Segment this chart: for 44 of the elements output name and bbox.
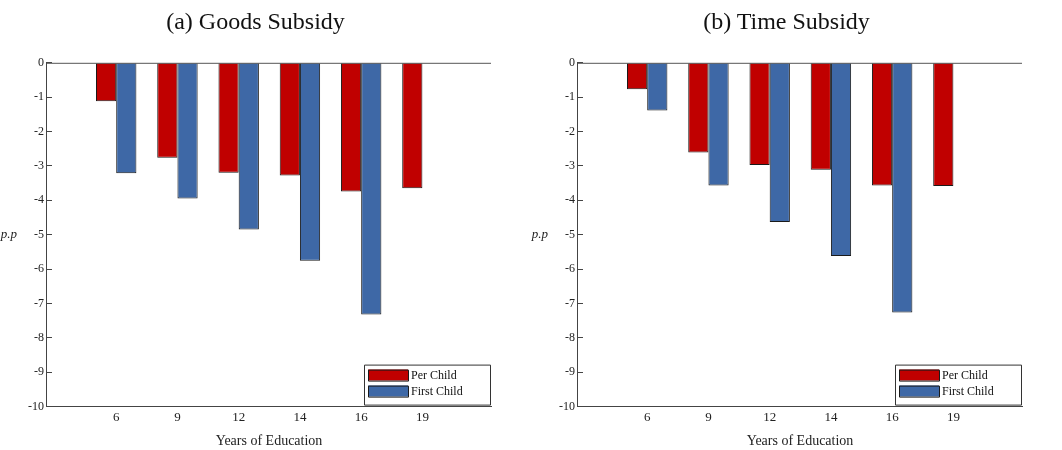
- y-tick-label: -5: [34, 226, 44, 241]
- y-tick-label: -1: [565, 89, 575, 104]
- chart-title: (a) Goods Subsidy: [166, 7, 345, 34]
- x-tick-label: 14: [293, 408, 307, 424]
- y-axis-title: p.p: [0, 226, 18, 242]
- x-tick-label: 6: [112, 408, 120, 424]
- legend-label: First Child: [411, 383, 463, 398]
- x-tick-label: 9: [174, 408, 181, 424]
- legend-label: Per Child: [411, 367, 457, 382]
- x-tick-label: 19: [415, 408, 429, 424]
- x-tick-label: 16: [354, 408, 369, 424]
- y-tick-label: -4: [34, 192, 44, 207]
- y-tick-label: -3: [34, 158, 44, 173]
- y-tick-label: -7: [34, 295, 44, 310]
- x-tick-label: 16: [885, 408, 900, 424]
- y-tick-label: -6: [565, 261, 575, 276]
- y-tick-label: 0: [569, 54, 575, 69]
- x-axis-title: Years of Education: [746, 433, 854, 449]
- x-tick-label: 12: [763, 408, 777, 424]
- x-axis-title: Years of Education: [215, 433, 323, 449]
- y-tick-label: -5: [565, 226, 575, 241]
- y-tick-label: -9: [34, 364, 44, 379]
- legend-label: First Child: [942, 383, 994, 398]
- y-tick-label: -8: [34, 330, 44, 344]
- y-axis-title: p.p: [530, 226, 549, 242]
- x-tick-label: 14: [824, 408, 838, 424]
- y-tick-label: -4: [565, 192, 575, 207]
- y-tick-label: 0: [38, 54, 44, 69]
- y-tick-label: -6: [34, 261, 44, 276]
- x-tick-label: 19: [946, 408, 960, 424]
- x-tick-label: 12: [232, 408, 246, 424]
- y-tick-label: -10: [28, 398, 44, 413]
- y-tick-label: -9: [565, 364, 575, 379]
- y-tick-label: -10: [559, 398, 575, 413]
- legend-label: Per Child: [942, 367, 988, 382]
- y-tick-label: -8: [565, 330, 575, 344]
- y-tick-label: -1: [34, 89, 44, 104]
- x-tick-label: 9: [705, 408, 712, 424]
- y-tick-label: -3: [565, 158, 575, 173]
- y-tick-label: -2: [565, 123, 575, 138]
- y-tick-label: -2: [34, 123, 44, 138]
- x-tick-label: 6: [643, 408, 651, 424]
- chart-title: (b) Time Subsidy: [703, 7, 870, 34]
- y-tick-label: -7: [565, 295, 575, 310]
